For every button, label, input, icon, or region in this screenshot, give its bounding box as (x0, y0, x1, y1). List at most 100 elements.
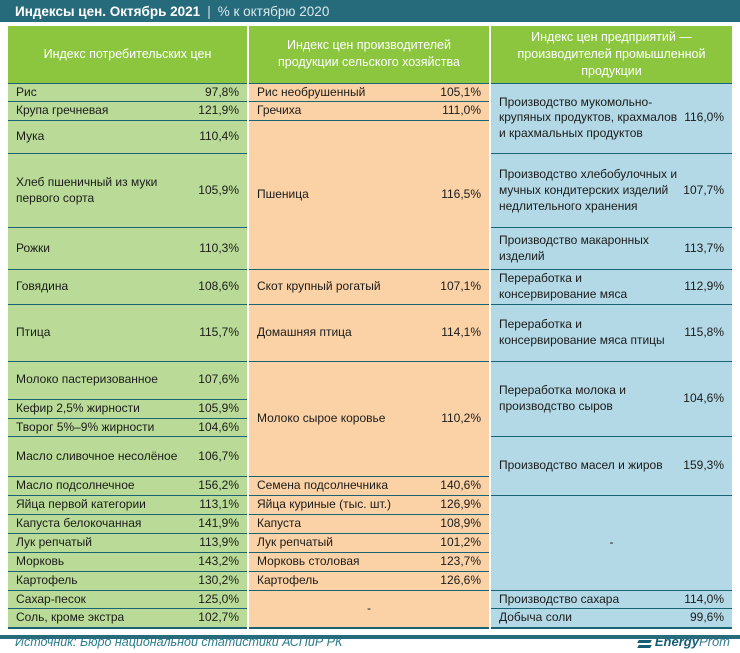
index-value: 114,1% (441, 324, 481, 339)
table-row: Масло сливочное несолёное 106,7% Производ… (8, 436, 732, 496)
product-name: Говядина (16, 279, 69, 294)
agri-cell: Гречиха 111,0% (247, 101, 490, 121)
index-value: 130,2% (198, 572, 239, 587)
agri-cell: Капуста 108,9% (247, 514, 490, 534)
product-name: Капуста белокочанная (16, 516, 142, 531)
product-name: Рожки (16, 240, 50, 255)
product-name: Лук репчатый (16, 534, 92, 549)
product-name: Морковь столовая (257, 553, 360, 568)
product-name: Лук репчатый (257, 534, 333, 549)
industry-cell-empty: - (489, 495, 732, 591)
header-row: Индекс потребительских цен Индекс цен пр… (8, 26, 732, 83)
index-value: 125,0% (198, 591, 239, 606)
index-value: 126,9% (440, 497, 481, 512)
industry-cell: Переработка и консервирование мяса птицы… (489, 303, 732, 362)
agri-cell: Морковь столовая 123,7% (247, 551, 490, 572)
table-row: Птица 115,7% Домашняя птица 114,1% Перераб… (8, 303, 732, 362)
bottom-accent-bar (0, 635, 740, 639)
consumer-cell: Молоко пастеризованное 107,6% (8, 360, 248, 400)
consumer-cell: Соль, кроме экстра 102,7% (8, 608, 248, 629)
product-name: Домашняя птица (257, 324, 352, 339)
consumer-cell: Рожки 110,3% (8, 227, 248, 270)
product-name: Кефир 2,5% жирности (16, 400, 140, 415)
product-name: Производство мукомольно-крупяных продукт… (499, 94, 678, 141)
consumer-cell: Картофель 130,2% (8, 570, 248, 591)
index-value: 105,9% (198, 400, 239, 415)
product-name: Производство масел и жиров (499, 458, 663, 473)
index-value: 156,2% (198, 478, 239, 493)
product-name: Гречиха (257, 103, 302, 118)
agri-cell: Домашняя птица 114,1% (247, 303, 490, 362)
consumer-cell: Масло сливочное несолёное 106,7% (8, 436, 248, 477)
index-value: 115,7% (199, 324, 239, 339)
product-name: Производство сахара (499, 591, 620, 606)
product-name: Картофель (16, 572, 78, 587)
index-value: 159,3% (683, 458, 724, 473)
product-name: Рис (16, 84, 37, 99)
index-value: 104,6% (198, 419, 239, 434)
column-header-agriculture: Индекс цен производителей продукции сель… (247, 26, 490, 83)
index-value: 126,6% (440, 572, 481, 587)
column-header-consumer: Индекс потребительских цен (8, 26, 248, 83)
table-row: Рожки 110,3% Производство макаронных изде… (8, 227, 732, 270)
consumer-cell: Капуста белокочанная 141,9% (8, 514, 248, 534)
index-value: 111,0% (442, 103, 481, 118)
industry-cell: Переработка и консервирование мяса 112,9% (489, 269, 732, 305)
product-name: Мука (16, 129, 45, 144)
consumer-cell: Лук репчатый 113,9% (8, 532, 248, 553)
industry-cell: Переработка молока и производство сыров 1… (489, 360, 732, 437)
table-row: Масло подсолнечное 156,2% Семена подсолне… (8, 476, 732, 496)
table-row: Говядина 108,6% Скот крупный рогатый 107,1… (8, 269, 732, 305)
index-value: 116,5% (441, 187, 481, 202)
consumer-cell: Кефир 2,5% жирности 105,9% (8, 398, 248, 419)
product-name: Масло сливочное несолёное (16, 449, 178, 464)
index-value: 110,2% (441, 411, 481, 426)
product-name: Морковь (16, 553, 65, 568)
product-name: Капуста (257, 516, 302, 531)
index-value: 107,7% (683, 182, 724, 197)
agri-cell: Пшеница 116,5% (247, 120, 490, 270)
index-value: 110,4% (199, 129, 239, 144)
index-value: 97,8% (204, 84, 239, 99)
index-value: 101,2% (440, 534, 481, 549)
industry-cell: Производство мукомольно-крупяных продукт… (489, 82, 732, 154)
product-name: Переработка и консервирование мяса (499, 271, 628, 301)
consumer-cell: Хлеб пшеничный из муки первого сорта 105,… (8, 153, 248, 228)
product-name: Масло подсолнечное (16, 478, 135, 493)
table-row: Крупа гречневая 121,9% Гречиха 111,0% (8, 101, 732, 121)
index-value: 140,6% (440, 478, 481, 493)
index-value: 110,3% (199, 240, 239, 255)
index-value: 107,1% (440, 279, 481, 294)
product-name: Соль, кроме экстра (16, 610, 125, 625)
index-value: 143,2% (198, 553, 239, 568)
industry-cell: Производство сахара 114,0% (489, 589, 732, 609)
table-row: Лук репчатый 113,9% Лук репчатый 101,2% (8, 532, 732, 553)
table-row: Творог 5%–9% жирности 104,6% (8, 417, 732, 437)
index-value: 115,8% (684, 324, 724, 339)
table-row: Морковь 143,2% Морковь столовая 123,7% (8, 551, 732, 572)
table-row: Соль, кроме экстра 102,7% Добыча соли 99,6… (8, 608, 732, 629)
index-value: 141,9% (198, 516, 239, 531)
product-name: Переработка и консервирование мяса птицы (499, 316, 665, 347)
consumer-cell: Рис 97,8% (8, 82, 248, 102)
product-name: Крупа гречневая (16, 103, 109, 118)
index-value: 102,7% (198, 610, 239, 625)
product-name: Рис необрушенный (257, 84, 366, 99)
table-row: Кефир 2,5% жирности 105,9% (8, 398, 732, 419)
product-name: Молоко сырое коровье (257, 411, 386, 426)
agri-cell: Скот крупный рогатый 107,1% (247, 269, 490, 305)
product-name: Яйца первой категории (16, 497, 146, 512)
industry-cell: Производство хлебобулочных и мучных конд… (489, 153, 732, 228)
consumer-cell: Говядина 108,6% (8, 269, 248, 305)
consumer-cell: Морковь 143,2% (8, 551, 248, 572)
page-subtitle: % к октябрю 2020 (217, 3, 330, 19)
index-value: 113,1% (199, 497, 239, 512)
agri-cell: Рис необрушенный 105,1% (247, 82, 490, 102)
index-value: 112,9% (684, 279, 724, 294)
consumer-cell: Яйца первой категории 113,1% (8, 495, 248, 515)
index-value: 113,7% (684, 240, 724, 255)
index-value: 104,6% (683, 391, 724, 406)
industry-cell: Производство макаронных изделий 113,7% (489, 227, 732, 270)
agri-cell: Яйца куриные (тыс. шт.) 126,9% (247, 495, 490, 515)
industry-cell: Добыча соли 99,6% (489, 608, 732, 629)
